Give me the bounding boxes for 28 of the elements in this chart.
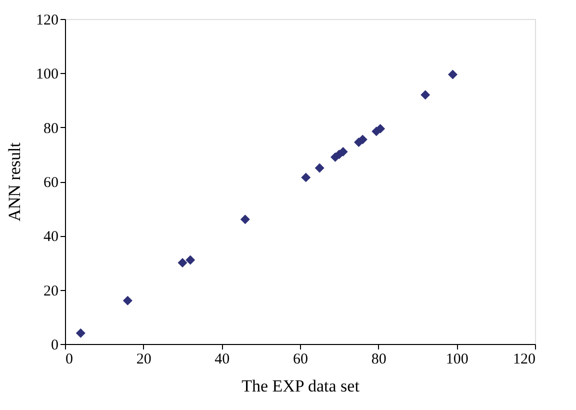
x-tick-label: 20 <box>136 352 152 368</box>
point <box>338 146 348 156</box>
point <box>301 172 311 182</box>
point <box>358 134 368 144</box>
point <box>240 214 250 224</box>
y-tick-label: 120 <box>36 12 58 28</box>
x-axis-title: The EXP data set <box>242 376 360 396</box>
point <box>178 258 188 268</box>
point <box>448 70 458 80</box>
y-tick-label: 80 <box>44 120 58 137</box>
x-tick-label: 60 <box>293 352 308 368</box>
x-tick-label: 0 <box>66 352 73 368</box>
y-tick-label: 40 <box>44 229 58 246</box>
x-tick-label: 40 <box>214 352 230 368</box>
point <box>186 255 196 265</box>
x-tick-label: 120 <box>513 352 536 368</box>
point <box>314 163 324 173</box>
point <box>376 124 386 134</box>
x-tick-label: 100 <box>446 352 468 368</box>
y-tick-label: 60 <box>44 175 58 191</box>
point <box>76 328 86 338</box>
point <box>122 296 132 306</box>
point <box>420 90 430 100</box>
y-tick-label: 100 <box>36 66 58 83</box>
y-tick-label: 0 <box>51 338 58 354</box>
x-tick-label: 80 <box>371 352 386 368</box>
y-axis-title: ANN result <box>5 142 24 222</box>
y-tick-label: 20 <box>44 283 58 300</box>
